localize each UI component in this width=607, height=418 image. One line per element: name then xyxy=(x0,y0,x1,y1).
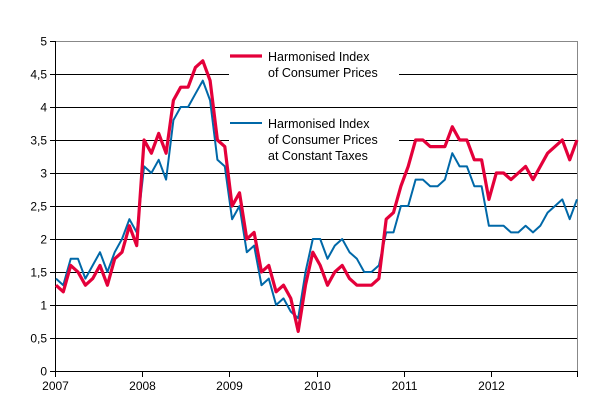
legend-label: at Constant Taxes xyxy=(268,149,368,163)
legend-label: Harmonised Index xyxy=(268,117,370,131)
y-tick-label: 2,5 xyxy=(30,200,47,214)
y-tick-label: 3,5 xyxy=(30,134,47,148)
y-tick-label: 3 xyxy=(40,167,47,181)
y-tick-label: 1,5 xyxy=(30,266,47,280)
x-tick-label: 2011 xyxy=(392,379,418,393)
x-tick-label: 2010 xyxy=(304,379,331,393)
y-tick-label: 5 xyxy=(40,35,47,49)
x-tick-label: 2007 xyxy=(42,379,69,393)
x-tick-label: 2009 xyxy=(216,379,243,393)
y-tick-label: 0,5 xyxy=(30,332,47,346)
legend-label: of Consumer Prices xyxy=(268,66,378,80)
legend-label: Harmonised Index xyxy=(268,50,370,64)
legend-bg xyxy=(229,47,399,81)
y-tick-label: 0 xyxy=(40,365,47,379)
y-tick-label: 2 xyxy=(40,233,47,247)
y-tick-label: 4,5 xyxy=(30,68,47,82)
x-tick-label: 2012 xyxy=(478,379,505,393)
series-line-hicp xyxy=(54,59,579,333)
y-tick-label: 1 xyxy=(40,299,47,313)
x-tick-label: 2008 xyxy=(129,379,156,393)
legend-label: of Consumer Prices xyxy=(268,133,378,147)
y-tick-label: 4 xyxy=(40,101,47,115)
